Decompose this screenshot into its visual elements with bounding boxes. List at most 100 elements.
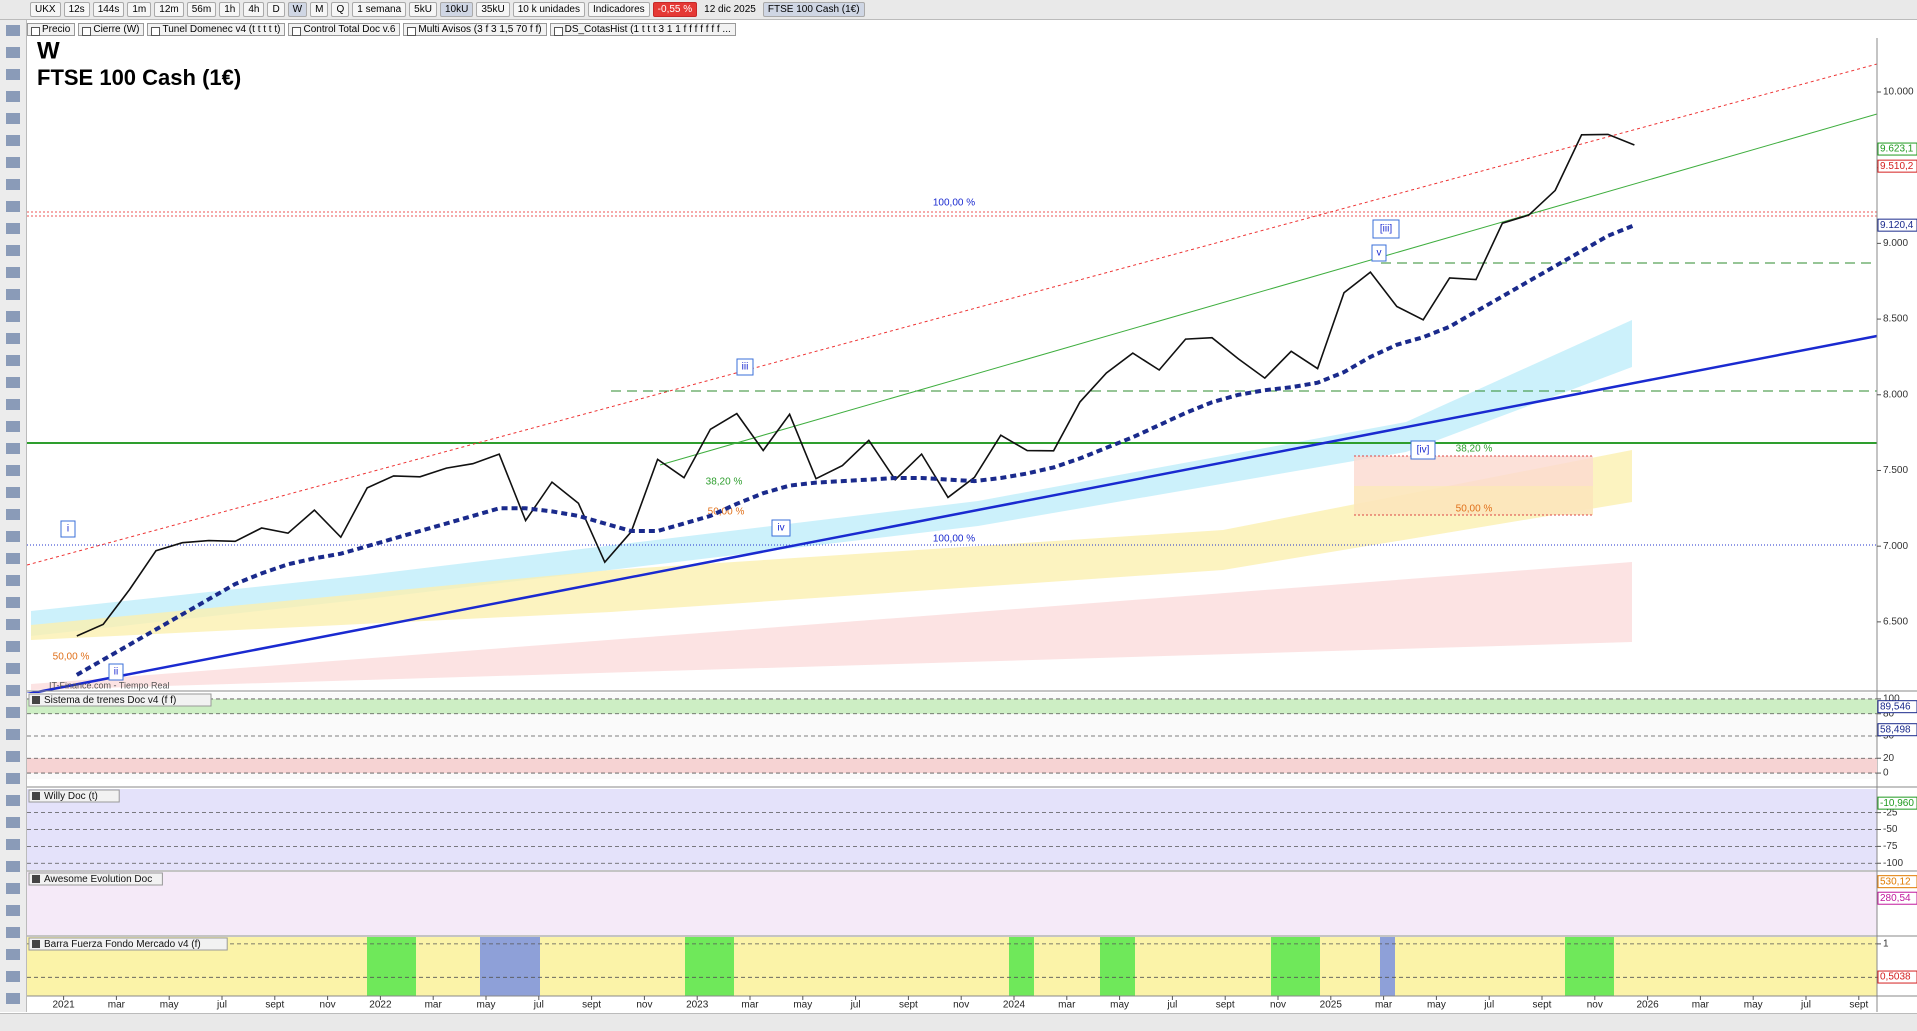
price-tag <box>1877 891 1917 905</box>
tab[interactable]: Multi Avisos (3 f 3 1,5 70 f f) <box>403 22 547 36</box>
price-tag <box>1877 970 1917 984</box>
x-tick-label: nov <box>1587 1000 1603 1011</box>
wave-label: iii <box>742 362 749 373</box>
layout: W FTSE 100 Cash (1€) IT-Finance.com - Ti… <box>26 37 1917 1012</box>
units-select[interactable]: 10 k unidades <box>512 2 585 17</box>
annotation: 50,00 % <box>708 507 745 518</box>
tab[interactable]: Control Total Doc v.6 <box>288 22 401 36</box>
pane-title-box <box>28 937 228 951</box>
x-tick-label: jul <box>216 1000 227 1011</box>
source: IT-Finance.com - Tiempo Real <box>49 680 170 690</box>
status-bar <box>0 1013 1917 1031</box>
date: 12 dic 2025 <box>704 4 756 15</box>
x-tick-label: may <box>160 1000 179 1011</box>
y-tick-label: -50 <box>1883 824 1898 835</box>
symbol[interactable]: UKX <box>30 2 61 17</box>
price-tag <box>1877 723 1917 737</box>
change: -0,55 % <box>652 2 698 17</box>
x-tick-label: sept <box>265 1000 284 1011</box>
y-tick-label: 0 <box>1883 768 1889 779</box>
pane-title-box <box>28 693 212 707</box>
pane-title: Sistema de trenes Doc v4 (f f) <box>44 695 176 706</box>
pane-icon <box>32 940 40 948</box>
period[interactable]: 144s <box>92 2 125 17</box>
pane-title: Awesome Evolution Doc <box>44 874 152 885</box>
instrument: FTSE 100 Cash (1€) <box>762 2 865 17</box>
x-tick-label: sept <box>582 1000 601 1011</box>
x-tick-label: 2024 <box>1003 1000 1026 1011</box>
x-tick-label: 2023 <box>686 1000 709 1011</box>
y-tick-label: 10.000 <box>1883 87 1914 98</box>
y-tick-label: 6.500 <box>1883 617 1908 628</box>
band <box>27 698 1877 714</box>
tab[interactable]: Cierre (W) <box>78 22 145 36</box>
price-tag-label: 9.120,4 <box>1880 220 1914 231</box>
price-tag <box>1877 700 1917 714</box>
units[interactable]: 10kU <box>439 2 474 17</box>
pane-icon <box>32 792 40 800</box>
period[interactable]: Q <box>331 2 350 17</box>
x-tick-label: jul <box>1166 1000 1177 1011</box>
period[interactable]: 12m <box>154 2 184 17</box>
x-tick-label: may <box>793 1000 812 1011</box>
x-tick-label: mar <box>741 1000 759 1011</box>
price-line <box>75 223 1636 677</box>
x-tick-label: 2026 <box>1636 1000 1659 1011</box>
period-select[interactable]: 1 semana <box>352 2 407 17</box>
price-line <box>76 133 1635 637</box>
period[interactable]: 56m <box>186 2 217 17</box>
x-tick-label: mar <box>1375 1000 1393 1011</box>
price-tag-label: -10,960 <box>1880 798 1914 809</box>
period[interactable]: 12s <box>63 2 90 17</box>
indicators[interactable]: Indicadores <box>587 2 650 17</box>
pane-title-box <box>28 872 163 886</box>
x-tick-label: 2022 <box>369 1000 392 1011</box>
y-tick-label: 9.000 <box>1883 238 1908 249</box>
period[interactable]: M <box>310 2 329 17</box>
tab[interactable]: DS_CotasHist (1 t t t 3 1 1 f f f f f f … <box>549 22 736 36</box>
x-tick-label: mar <box>1058 1000 1076 1011</box>
x-tick-label: 2025 <box>1320 1000 1343 1011</box>
x-tick-label: may <box>1110 1000 1129 1011</box>
y-tick-label: -25 <box>1883 807 1898 818</box>
annotation: 50,00 % <box>53 652 90 663</box>
price-tag-label: 530,12 <box>1880 876 1911 887</box>
pane-title: Barra Fuerza Fondo Mercado v4 (f) <box>44 939 201 950</box>
annotation: 100,00 % <box>933 198 975 209</box>
period[interactable]: 4h <box>243 2 265 17</box>
y-tick-label: -100 <box>1883 858 1903 869</box>
price-tag-label: 0,5038 <box>1880 972 1911 983</box>
annotation: 38,20 % <box>1456 444 1493 455</box>
tab[interactable]: Precio <box>27 22 76 36</box>
x-tick-label: jul <box>850 1000 861 1011</box>
x-tick-label: jul <box>533 1000 544 1011</box>
x-tick-label: sept <box>1216 1000 1235 1011</box>
period[interactable]: 1h <box>219 2 241 17</box>
period[interactable]: D <box>267 2 285 17</box>
toolbar: UKX 12s 144s 1m 12m 56m 1h 4h D W M Q 1 … <box>0 0 1917 20</box>
x-tick-label: nov <box>636 1000 652 1011</box>
pane-icon <box>32 696 40 704</box>
x-tick-label: sept <box>899 1000 918 1011</box>
y-tick-label: 1 <box>1883 939 1889 950</box>
x-tick-label: mar <box>425 1000 443 1011</box>
price-tag <box>1877 875 1917 889</box>
timeframe: W <box>37 37 60 64</box>
period[interactable]: 1m <box>127 2 152 17</box>
units[interactable]: 5kU <box>409 2 437 17</box>
price-tag <box>1877 159 1917 173</box>
x-tick-label: sept <box>1533 1000 1552 1011</box>
price-tag-label: 9.623,1 <box>1880 144 1914 155</box>
wave-label: v <box>1377 248 1382 259</box>
x-tick-label: nov <box>1270 1000 1286 1011</box>
annotation: 100,00 % <box>933 534 975 545</box>
pane-icon <box>32 875 40 883</box>
price-tag <box>1877 218 1917 232</box>
y-tick-label: 8.500 <box>1883 314 1908 325</box>
units[interactable]: 35kU <box>476 2 510 17</box>
price-tag-label: 89,546 <box>1880 701 1911 712</box>
x-tick-label: may <box>477 1000 496 1011</box>
indicator-tabs: Precio Cierre (W) Tunel Domenec v4 (t t … <box>27 21 736 37</box>
period[interactable]: W <box>287 2 308 17</box>
tab[interactable]: Tunel Domenec v4 (t t t t t) <box>147 22 286 36</box>
